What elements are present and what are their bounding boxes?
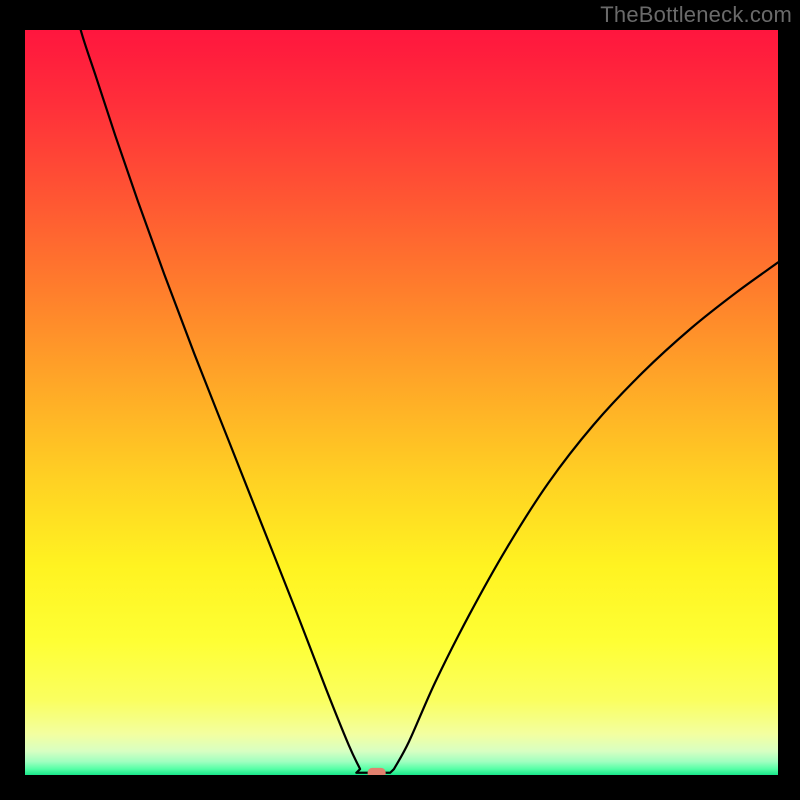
optimal-point-marker (368, 768, 386, 775)
bottleneck-chart (25, 30, 778, 775)
chart-frame: TheBottleneck.com (0, 0, 800, 800)
gradient-background (25, 30, 778, 775)
watermark-text: TheBottleneck.com (600, 2, 792, 28)
